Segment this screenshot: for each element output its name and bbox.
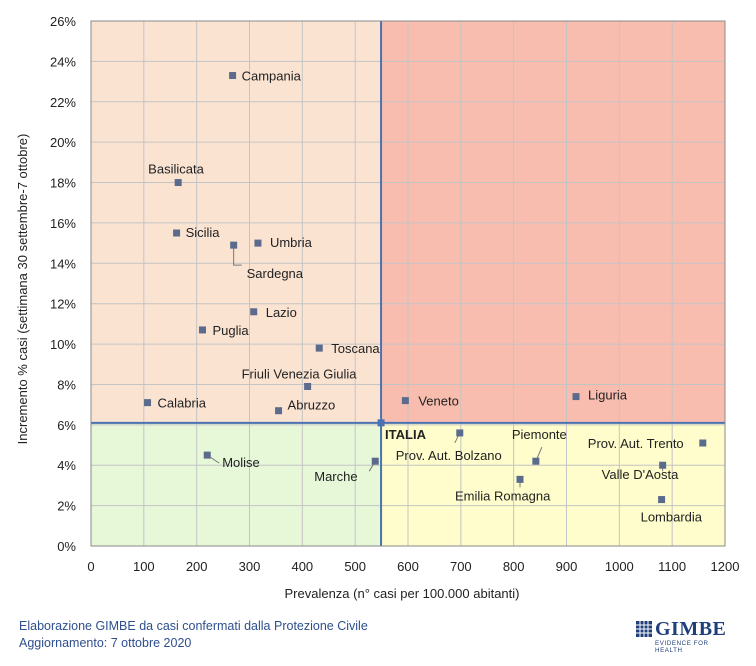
x-tick-label: 300 xyxy=(239,559,261,574)
point-label: Sardegna xyxy=(247,266,304,281)
data-point-marker xyxy=(174,179,182,187)
data-point-marker xyxy=(304,382,312,390)
data-point-marker xyxy=(173,229,181,237)
y-tick-label: 18% xyxy=(50,176,76,191)
x-tick-label: 400 xyxy=(291,559,313,574)
point-label: Molise xyxy=(222,455,260,470)
point-label: ITALIA xyxy=(385,427,427,442)
data-point-marker xyxy=(659,461,667,469)
data-point-marker xyxy=(230,241,238,249)
y-tick-label: 8% xyxy=(57,377,76,392)
x-tick-label: 500 xyxy=(344,559,366,574)
point-label: Marche xyxy=(314,469,357,484)
y-tick-label: 24% xyxy=(50,54,76,69)
data-point-marker xyxy=(377,419,385,427)
point-label: Basilicata xyxy=(148,162,204,177)
data-point-marker xyxy=(229,72,237,80)
point-label: Sicilia xyxy=(186,225,221,240)
point-label: Puglia xyxy=(212,323,249,338)
y-tick-label: 4% xyxy=(57,458,76,473)
x-tick-label: 600 xyxy=(397,559,419,574)
point-label: Umbria xyxy=(270,235,313,250)
data-point-marker xyxy=(315,344,323,352)
logo-tagline: EVIDENCE FOR HEALTH xyxy=(655,640,709,654)
quadrant-top-right xyxy=(381,21,725,423)
y-tick-label: 2% xyxy=(57,499,76,514)
point-label: Prov. Aut. Trento xyxy=(588,436,684,451)
data-point-marker xyxy=(144,399,152,407)
data-point-marker xyxy=(572,393,580,401)
y-tick-label: 16% xyxy=(50,216,76,231)
y-tick-label: 20% xyxy=(50,135,76,150)
data-point-marker xyxy=(371,457,379,465)
x-tick-label: 1200 xyxy=(711,559,740,574)
data-point-marker xyxy=(254,239,262,247)
x-tick-label: 800 xyxy=(503,559,525,574)
x-tick-label: 0 xyxy=(87,559,94,574)
point-label: Emilia Romagna xyxy=(455,488,551,503)
logo-name: GIMBE xyxy=(655,618,727,640)
quadrant-top-left xyxy=(91,21,382,423)
x-tick-labels: 0 100 200 300 400 500 600 700 800 900 1000 1100 1200 xyxy=(87,559,739,574)
point-label: Friuli Venezia Giulia xyxy=(242,366,358,381)
point-label: Liguria xyxy=(588,388,628,403)
data-point-marker xyxy=(250,308,258,316)
quadrant-bottom-right xyxy=(381,422,725,546)
data-point-marker xyxy=(198,326,206,334)
x-tick-label: 1100 xyxy=(658,559,686,574)
x-tick-label: 1000 xyxy=(605,559,634,574)
footer-update-date: Aggiornamento: 7 ottobre 2020 xyxy=(19,636,192,650)
point-label: Prov. Aut. Bolzano xyxy=(396,448,502,463)
point-label: Toscana xyxy=(331,341,380,356)
quadrant-bottom-left xyxy=(91,422,382,546)
y-tick-label: 0% xyxy=(57,539,76,554)
gimbe-logo-icon xyxy=(636,621,652,637)
data-point-marker xyxy=(516,475,524,483)
point-labels: Campania Basilicata Sicilia Sardegna Umbria L… xyxy=(148,69,703,525)
data-point-marker xyxy=(532,457,540,465)
y-axis-label: Incremento % casi (settimana 30 settembr… xyxy=(15,134,30,445)
data-points xyxy=(144,72,707,504)
y-tick-label: 22% xyxy=(50,95,76,110)
data-point-marker xyxy=(203,451,211,459)
point-label: Lazio xyxy=(266,305,297,320)
gimbe-logo: GIMBE EVIDENCE FOR HEALTH xyxy=(636,618,728,654)
y-tick-labels: 0% 2% 4% 6% 8% 10% 12% 14% 16% 18% 20% 22% 24% 26% xyxy=(50,14,76,554)
leader-line xyxy=(233,245,242,266)
point-label: Lombardia xyxy=(641,510,703,525)
y-tick-label: 14% xyxy=(50,256,76,271)
footer-source-note: Elaborazione GIMBE da casi confermati da… xyxy=(19,619,368,633)
point-label: Valle D'Aosta xyxy=(602,467,679,482)
y-tick-label: 12% xyxy=(50,297,76,312)
y-tick-label: 10% xyxy=(50,337,76,352)
data-point-marker xyxy=(401,397,409,405)
x-tick-label: 700 xyxy=(450,559,472,574)
y-tick-label: 26% xyxy=(50,14,76,29)
reference-lines xyxy=(91,21,725,546)
x-tick-label: 200 xyxy=(186,559,208,574)
point-label: Veneto xyxy=(418,394,459,409)
scatter-chart: 0 100 200 300 400 500 600 700 800 900 1000 1100 1200… xyxy=(15,14,739,601)
data-point-marker xyxy=(275,407,283,415)
x-tick-label: 900 xyxy=(556,559,578,574)
y-tick-label: 6% xyxy=(57,418,76,433)
x-axis-label: Prevalenza (n° casi per 100.000 abitanti… xyxy=(284,586,519,601)
quadrant-backgrounds xyxy=(91,21,725,546)
point-label: Calabria xyxy=(158,396,207,411)
point-label: Abruzzo xyxy=(288,398,336,413)
plot-border xyxy=(90,20,726,547)
point-label: Campania xyxy=(242,69,302,84)
data-point-marker xyxy=(456,429,464,437)
point-label: Piemonte xyxy=(512,427,567,442)
data-point-marker xyxy=(658,496,666,504)
x-tick-label: 100 xyxy=(133,559,155,574)
data-point-marker xyxy=(699,439,707,447)
